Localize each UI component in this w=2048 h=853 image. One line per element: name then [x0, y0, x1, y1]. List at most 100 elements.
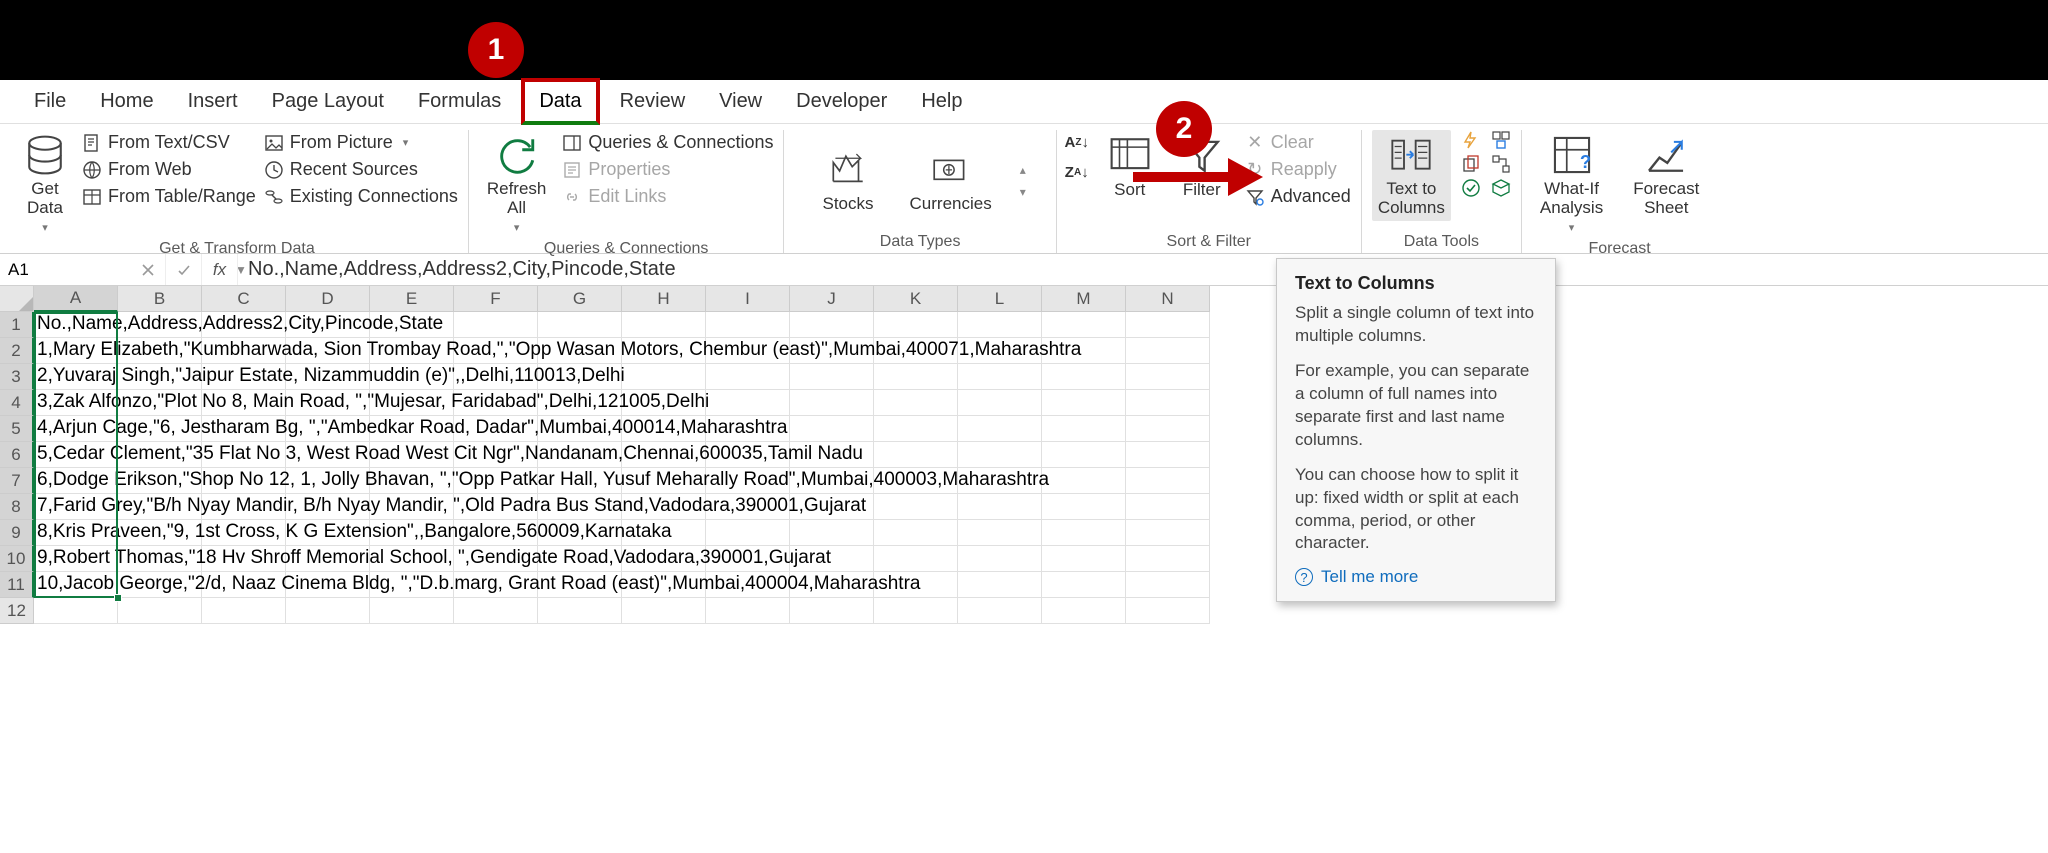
- cell-K6[interactable]: [874, 442, 958, 468]
- forecast-sheet-button[interactable]: Forecast Sheet: [1625, 130, 1707, 221]
- cell-G1[interactable]: [538, 312, 622, 338]
- cell-N3[interactable]: [1126, 364, 1210, 390]
- cell-A5[interactable]: 4,Arjun Cage,"6, Jestharam Bg, ","Ambedk…: [34, 416, 118, 442]
- fb-fx-button[interactable]: fx: [202, 254, 238, 285]
- cell-M11[interactable]: [1042, 572, 1126, 598]
- cell-N12[interactable]: [1126, 598, 1210, 624]
- cell-F1[interactable]: [454, 312, 538, 338]
- spreadsheet-grid[interactable]: ABCDEFGHIJKLMN1No.,Name,Address,Address2…: [0, 286, 2048, 624]
- cell-H3[interactable]: [622, 364, 706, 390]
- existing-connections-button[interactable]: Existing Connections: [264, 184, 458, 209]
- cell-L4[interactable]: [958, 390, 1042, 416]
- cell-L8[interactable]: [958, 494, 1042, 520]
- row-header-3[interactable]: 3: [0, 364, 34, 390]
- tab-home[interactable]: Home: [86, 82, 167, 121]
- edit-links-button[interactable]: Edit Links: [562, 184, 773, 209]
- column-header-M[interactable]: M: [1042, 286, 1126, 312]
- cell-L9[interactable]: [958, 520, 1042, 546]
- cell-H1[interactable]: [622, 312, 706, 338]
- cell-I4[interactable]: [706, 390, 790, 416]
- cell-I3[interactable]: [706, 364, 790, 390]
- cell-A2[interactable]: 1,Mary Elizabeth,"Kumbharwada, Sion Trom…: [34, 338, 118, 364]
- column-header-I[interactable]: I: [706, 286, 790, 312]
- tab-view[interactable]: View: [705, 82, 776, 121]
- tab-file[interactable]: File: [20, 82, 80, 121]
- cell-N6[interactable]: [1126, 442, 1210, 468]
- data-validation-icon[interactable]: [1461, 178, 1481, 198]
- tab-review[interactable]: Review: [606, 82, 700, 121]
- cell-J4[interactable]: [790, 390, 874, 416]
- cell-N7[interactable]: [1126, 468, 1210, 494]
- relationships-icon[interactable]: [1491, 154, 1511, 174]
- tab-formulas[interactable]: Formulas: [404, 82, 515, 121]
- queries-connections-button[interactable]: Queries & Connections: [562, 130, 773, 155]
- cell-M12[interactable]: [1042, 598, 1126, 624]
- tab-insert[interactable]: Insert: [174, 82, 252, 121]
- cell-L12[interactable]: [958, 598, 1042, 624]
- sort-desc-button[interactable]: ZA↓: [1067, 160, 1087, 184]
- from-picture-button[interactable]: From Picture▾: [264, 130, 458, 155]
- cell-L3[interactable]: [958, 364, 1042, 390]
- row-header-8[interactable]: 8: [0, 494, 34, 520]
- cell-M6[interactable]: [1042, 442, 1126, 468]
- column-header-L[interactable]: L: [958, 286, 1042, 312]
- row-header-10[interactable]: 10: [0, 546, 34, 572]
- cell-N9[interactable]: [1126, 520, 1210, 546]
- currencies-button[interactable]: Currencies: [902, 144, 1000, 218]
- cell-A8[interactable]: 7,Farid Grey,"B/h Nyay Mandir, B/h Nyay …: [34, 494, 118, 520]
- select-all-corner[interactable]: [0, 286, 34, 312]
- cell-A4[interactable]: 3,Zak Alfonzo,"Plot No 8, Main Road, ","…: [34, 390, 118, 416]
- cell-K10[interactable]: [874, 546, 958, 572]
- from-table-range-button[interactable]: From Table/Range: [82, 184, 256, 209]
- cell-K4[interactable]: [874, 390, 958, 416]
- column-header-H[interactable]: H: [622, 286, 706, 312]
- cell-M10[interactable]: [1042, 546, 1126, 572]
- cell-J5[interactable]: [790, 416, 874, 442]
- sort-asc-button[interactable]: AZ↓: [1067, 130, 1087, 154]
- cell-M8[interactable]: [1042, 494, 1126, 520]
- cell-F12[interactable]: [454, 598, 538, 624]
- row-header-6[interactable]: 6: [0, 442, 34, 468]
- row-header-4[interactable]: 4: [0, 390, 34, 416]
- cell-L6[interactable]: [958, 442, 1042, 468]
- cell-A1[interactable]: No.,Name,Address,Address2,City,Pincode,S…: [34, 312, 118, 338]
- column-header-C[interactable]: C: [202, 286, 286, 312]
- name-box[interactable]: ▼: [0, 260, 130, 280]
- cell-M9[interactable]: [1042, 520, 1126, 546]
- cell-A11[interactable]: 10,Jacob George,"2/d, Naaz Cinema Bldg, …: [34, 572, 118, 598]
- column-header-A[interactable]: A: [34, 286, 118, 312]
- fb-accept-button[interactable]: [166, 254, 202, 285]
- cell-A3[interactable]: 2,Yuvaraj Singh,"Jaipur Estate, Nizammud…: [34, 364, 118, 390]
- cell-K5[interactable]: [874, 416, 958, 442]
- column-header-N[interactable]: N: [1126, 286, 1210, 312]
- column-header-K[interactable]: K: [874, 286, 958, 312]
- cell-G12[interactable]: [538, 598, 622, 624]
- cell-K9[interactable]: [874, 520, 958, 546]
- cell-L1[interactable]: [958, 312, 1042, 338]
- column-header-F[interactable]: F: [454, 286, 538, 312]
- row-header-11[interactable]: 11: [0, 572, 34, 598]
- data-type-nav-down[interactable]: ▾: [1020, 185, 1026, 199]
- tab-help[interactable]: Help: [907, 82, 976, 121]
- cell-J3[interactable]: [790, 364, 874, 390]
- data-model-icon[interactable]: [1491, 178, 1511, 198]
- column-header-G[interactable]: G: [538, 286, 622, 312]
- row-header-12[interactable]: 12: [0, 598, 34, 624]
- cell-A10[interactable]: 9,Robert Thomas,"18 Hv Shroff Memorial S…: [34, 546, 118, 572]
- get-data-button[interactable]: Get Data ▾: [16, 130, 74, 238]
- cell-I1[interactable]: [706, 312, 790, 338]
- cell-B12[interactable]: [118, 598, 202, 624]
- cell-N2[interactable]: [1126, 338, 1210, 364]
- cell-I9[interactable]: [706, 520, 790, 546]
- cell-E12[interactable]: [370, 598, 454, 624]
- cell-C12[interactable]: [202, 598, 286, 624]
- cell-A12[interactable]: [34, 598, 118, 624]
- remove-dup-icon[interactable]: [1461, 154, 1481, 174]
- cell-I12[interactable]: [706, 598, 790, 624]
- row-header-9[interactable]: 9: [0, 520, 34, 546]
- tab-page-layout[interactable]: Page Layout: [258, 82, 398, 121]
- cell-D12[interactable]: [286, 598, 370, 624]
- fb-cancel-button[interactable]: [130, 254, 166, 285]
- cell-L5[interactable]: [958, 416, 1042, 442]
- cell-N8[interactable]: [1126, 494, 1210, 520]
